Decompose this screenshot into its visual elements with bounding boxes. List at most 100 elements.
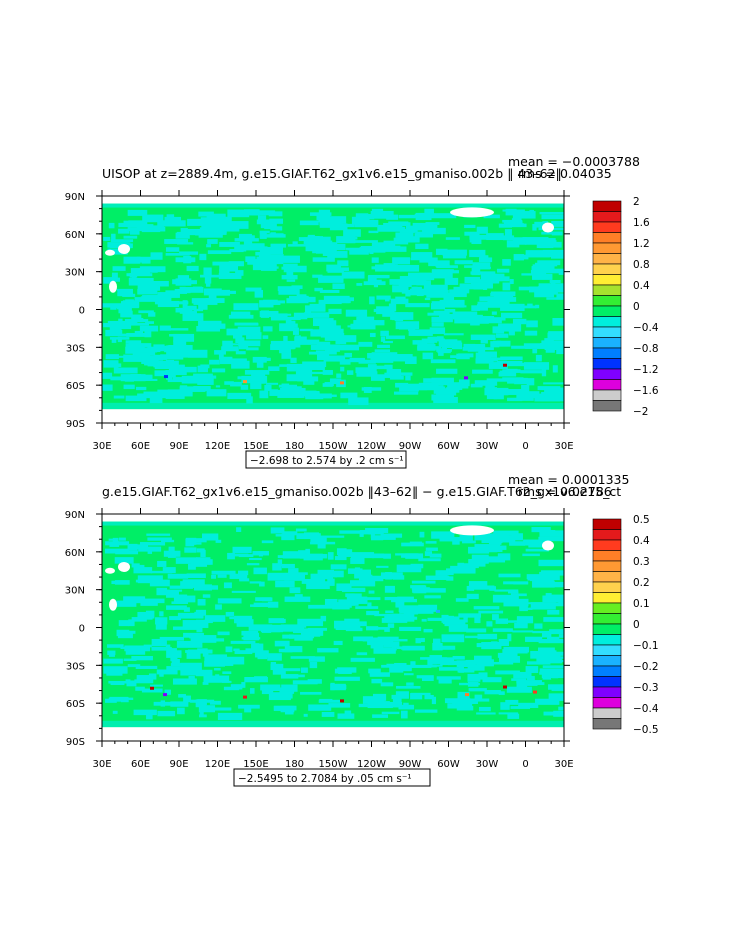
field-cell [201,533,219,541]
field-cell [435,645,456,650]
field-cell [450,355,464,359]
field-cell [108,321,114,325]
field-cell [450,565,476,574]
field-cell [358,703,368,708]
field-cell [359,532,364,537]
field-cell [148,673,157,680]
field-cell [553,285,563,288]
field-cell [318,574,338,578]
colorbar-swatch [592,316,622,328]
land-mask [542,540,554,551]
field-cell [547,609,560,615]
field-cell [505,699,519,705]
field-cell [169,334,180,337]
field-cell [398,214,416,219]
field-cell [497,553,511,561]
field-cell [401,289,422,294]
field-cell [197,599,206,606]
field-cell [179,386,206,392]
field-cell [240,323,259,326]
y-tick-label: 90N [65,192,85,203]
field-cell [455,598,469,602]
field-cell [229,573,248,579]
field-cell [510,391,523,395]
field-cell [323,355,346,362]
field-cell [510,706,531,709]
field-cell [286,271,294,279]
field-cell [323,295,350,304]
field-cell [136,256,155,260]
field-cell [227,209,250,218]
field-cell [165,644,171,648]
field-cell [367,275,377,284]
field-cell [145,280,169,287]
field-cell [531,527,551,533]
field-cell [191,298,215,304]
field-cell [423,628,433,633]
x-tick-label: 30E [92,759,111,770]
colorbar-swatch [592,232,622,244]
field-cell [237,570,249,576]
y-axis: 90N 60N 30N 0 30S 60S 90S [65,192,570,430]
field-cell [261,540,274,544]
field-cell [436,368,458,374]
field-cell [486,233,504,241]
field-cell [294,336,307,344]
colorbar-swatch [592,221,622,233]
field-cell [392,697,402,703]
field-cell [214,668,221,671]
field-cell [470,334,496,340]
field-cell [507,713,520,719]
field-cell [281,668,301,672]
field-cell [522,213,534,218]
field-cell [546,297,564,300]
field-cell [196,548,205,553]
field-cell [508,328,515,336]
field-cell [502,369,521,373]
colorbar-swatch [592,707,622,719]
field-cell [286,363,311,372]
field-cell [503,598,529,607]
field-cell [273,258,284,265]
field-cell [268,687,282,692]
field-cell [511,678,527,681]
field-cell [399,228,409,235]
colorbar-label: −1.6 [633,385,659,397]
field-speck [164,375,168,379]
field-cell [377,636,399,641]
x-tick-label: 120W [357,759,386,770]
field-cell [110,305,117,310]
field-cell [295,572,308,575]
field-cell [165,370,176,378]
field-cell [210,638,225,642]
field-cell [345,309,368,317]
field-cell [465,659,487,665]
field-cell [123,596,146,604]
field-cell [209,359,220,365]
field-cell [424,297,431,301]
field-cell [139,266,166,273]
field-cell [383,240,394,248]
field-cell [523,362,550,370]
field-cell [510,538,516,545]
field-cell [256,256,262,260]
colorbar-label: 0.4 [633,280,650,292]
field-cell [384,585,395,593]
field-cell [400,710,408,719]
field-cell [346,593,362,599]
field-cell [495,670,520,675]
field-cell [312,251,335,254]
field-cell [114,321,132,330]
field-cell [232,546,252,554]
field-cell [138,546,162,552]
field-cell [542,674,552,680]
field-cell [289,634,294,639]
field-cell [391,598,418,603]
field-cell [228,261,244,267]
field-cell [293,312,308,320]
field-cell [145,321,154,324]
field-cell [140,285,161,291]
field-cell [207,250,232,255]
field-cell [439,313,465,318]
field-cell [135,686,145,691]
